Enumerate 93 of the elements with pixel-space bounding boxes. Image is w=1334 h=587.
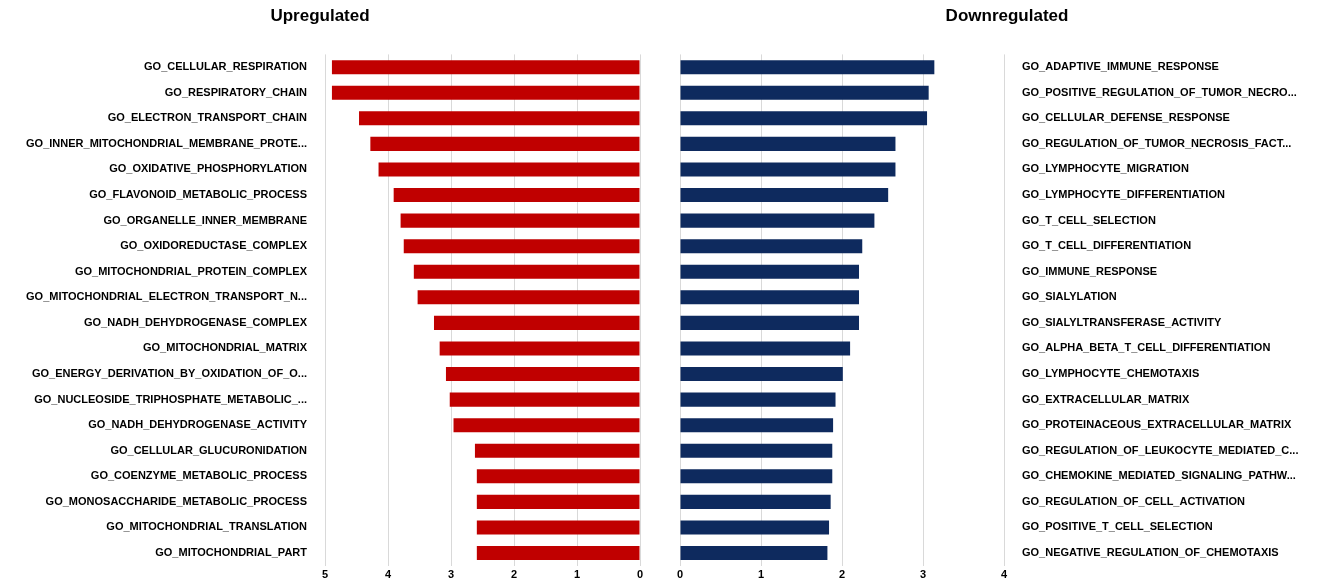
- bar: [680, 60, 935, 75]
- bar: [680, 111, 928, 126]
- bar: [680, 494, 831, 509]
- y-tick-label: GO_NEGATIVE_REGULATION_OF_CHEMOTAXIS: [1022, 546, 1279, 559]
- bar: [680, 315, 860, 330]
- y-tick-label: GO_T_CELL_SELECTION: [1022, 213, 1156, 226]
- y-tick-label: GO_NUCLEOSIDE_TRIPHOSPHATE_METABOLIC_...: [34, 392, 307, 405]
- y-tick-label: GO_RESPIRATORY_CHAIN: [164, 85, 308, 98]
- x-tick-label: 2: [510, 568, 518, 581]
- bar: [417, 290, 640, 305]
- y-tick-label: GO_PROTEINACEOUS_EXTRACELLULAR_MATRIX: [1022, 418, 1292, 431]
- x-tick-label: 4: [1000, 568, 1008, 581]
- y-tick-label: GO_MITOCHONDRIAL_PROTEIN_COMPLEX: [74, 264, 308, 277]
- y-tick-label: GO_MITOCHONDRIAL_MATRIX: [143, 341, 308, 354]
- x-tick-label: 2: [838, 568, 846, 581]
- bar: [476, 545, 640, 561]
- y-tick-label: GO_MITOCHONDRIAL_TRANSLATION: [106, 520, 308, 533]
- bar: [680, 213, 875, 228]
- x-tick-label: 1: [573, 568, 581, 581]
- bar: [680, 136, 896, 151]
- bar: [476, 494, 640, 509]
- bar: [680, 545, 828, 561]
- bar: [680, 85, 929, 100]
- y-tick-label: GO_LYMPHOCYTE_MIGRATION: [1022, 162, 1189, 175]
- y-tick-label: GO_MONOSACCHARIDE_METABOLIC_PROCESS: [45, 494, 307, 507]
- bar: [680, 264, 860, 279]
- bar: [680, 418, 834, 433]
- y-tick-label: GO_IMMUNE_RESPONSE: [1022, 264, 1158, 277]
- x-tick-label: 4: [384, 568, 392, 581]
- bar: [400, 213, 640, 228]
- y-tick-label: GO_ELECTRON_TRANSPORT_CHAIN: [107, 111, 308, 124]
- bar: [393, 188, 640, 203]
- bar: [680, 290, 860, 305]
- x-tick-label: 0: [636, 568, 644, 581]
- bar: [413, 264, 640, 279]
- y-tick-label: GO_FLAVONOID_METABOLIC_PROCESS: [89, 188, 307, 201]
- bar: [449, 392, 640, 407]
- y-tick-label: GO_CELLULAR_RESPIRATION: [144, 60, 308, 73]
- y-tick-label: GO_REGULATION_OF_CELL_ACTIVATION: [1022, 494, 1246, 507]
- bar: [680, 239, 863, 254]
- bar: [680, 520, 830, 535]
- y-tick-label: GO_LYMPHOCYTE_CHEMOTAXIS: [1022, 367, 1200, 380]
- bar: [680, 392, 836, 407]
- x-tick-label: 3: [447, 568, 455, 581]
- y-tick-label: GO_CHEMOKINE_MEDIATED_SIGNALING_PATHW...: [1022, 469, 1296, 482]
- y-tick-label: GO_CELLULAR_GLUCURONIDATION: [110, 443, 308, 456]
- bar: [680, 366, 843, 382]
- chart-title: Downregulated: [945, 5, 1069, 25]
- y-tick-label: GO_OXIDATIVE_PHOSPHORYLATION: [109, 162, 308, 175]
- y-tick-label: GO_OXIDOREDUCTASE_COMPLEX: [120, 239, 308, 252]
- bar: [378, 162, 640, 177]
- bar: [453, 418, 640, 433]
- y-tick-label: GO_SIALYLATION: [1022, 290, 1117, 303]
- bar: [439, 341, 640, 356]
- bar: [680, 443, 833, 458]
- y-tick-label: GO_REGULATION_OF_LEUKOCYTE_MEDIATED_C...: [1022, 443, 1299, 456]
- y-tick-label: GO_INNER_MITOCHONDRIAL_MEMBRANE_PROTE...: [26, 136, 307, 149]
- x-tick-label: 3: [919, 568, 927, 581]
- chart-title: Upregulated: [270, 5, 370, 25]
- bar: [359, 111, 640, 126]
- y-tick-label: GO_SIALYLTRANSFERASE_ACTIVITY: [1022, 315, 1222, 328]
- y-tick-label: GO_T_CELL_DIFFERENTIATION: [1022, 239, 1192, 252]
- bar: [680, 341, 851, 356]
- bar: [474, 443, 640, 458]
- bar: [433, 315, 640, 330]
- y-tick-label: GO_NADH_DEHYDROGENASE_COMPLEX: [83, 315, 308, 328]
- y-tick-label: GO_POSITIVE_REGULATION_OF_TUMOR_NECRO...: [1022, 85, 1297, 98]
- bar: [445, 366, 640, 382]
- x-tick-label: 5: [321, 568, 329, 581]
- y-tick-label: GO_MITOCHONDRIAL_ELECTRON_TRANSPORT_N...: [26, 290, 307, 303]
- bar: [331, 60, 640, 75]
- bar: [370, 136, 640, 151]
- y-tick-label: GO_MITOCHONDRIAL_PART: [155, 546, 308, 559]
- y-tick-label: GO_CELLULAR_DEFENSE_RESPONSE: [1022, 111, 1230, 124]
- y-tick-label: GO_ENERGY_DERIVATION_BY_OXIDATION_OF_O...: [31, 367, 307, 380]
- y-tick-label: GO_EXTRACELLULAR_MATRIX: [1022, 392, 1190, 405]
- bar: [476, 520, 640, 535]
- x-tick-label: 0: [676, 568, 684, 581]
- bar: [680, 162, 896, 177]
- bar: [331, 85, 640, 100]
- y-tick-label: GO_POSITIVE_T_CELL_SELECTION: [1022, 520, 1213, 533]
- bar: [403, 239, 640, 254]
- y-tick-label: GO_COENZYME_METABOLIC_PROCESS: [90, 469, 307, 482]
- y-tick-label: GO_LYMPHOCYTE_DIFFERENTIATION: [1022, 188, 1225, 201]
- bar: [476, 469, 640, 484]
- y-tick-label: GO_NADH_DEHYDROGENASE_ACTIVITY: [88, 418, 308, 431]
- y-tick-label: GO_REGULATION_OF_TUMOR_NECROSIS_FACT...: [1022, 136, 1292, 149]
- bar: [680, 469, 833, 484]
- y-tick-label: GO_ORGANELLE_INNER_MEMBRANE: [103, 213, 307, 226]
- bar: [680, 188, 889, 203]
- x-tick-label: 1: [757, 568, 765, 581]
- y-tick-label: GO_ADAPTIVE_IMMUNE_RESPONSE: [1022, 60, 1219, 73]
- y-tick-label: GO_ALPHA_BETA_T_CELL_DIFFERENTIATION: [1022, 341, 1271, 354]
